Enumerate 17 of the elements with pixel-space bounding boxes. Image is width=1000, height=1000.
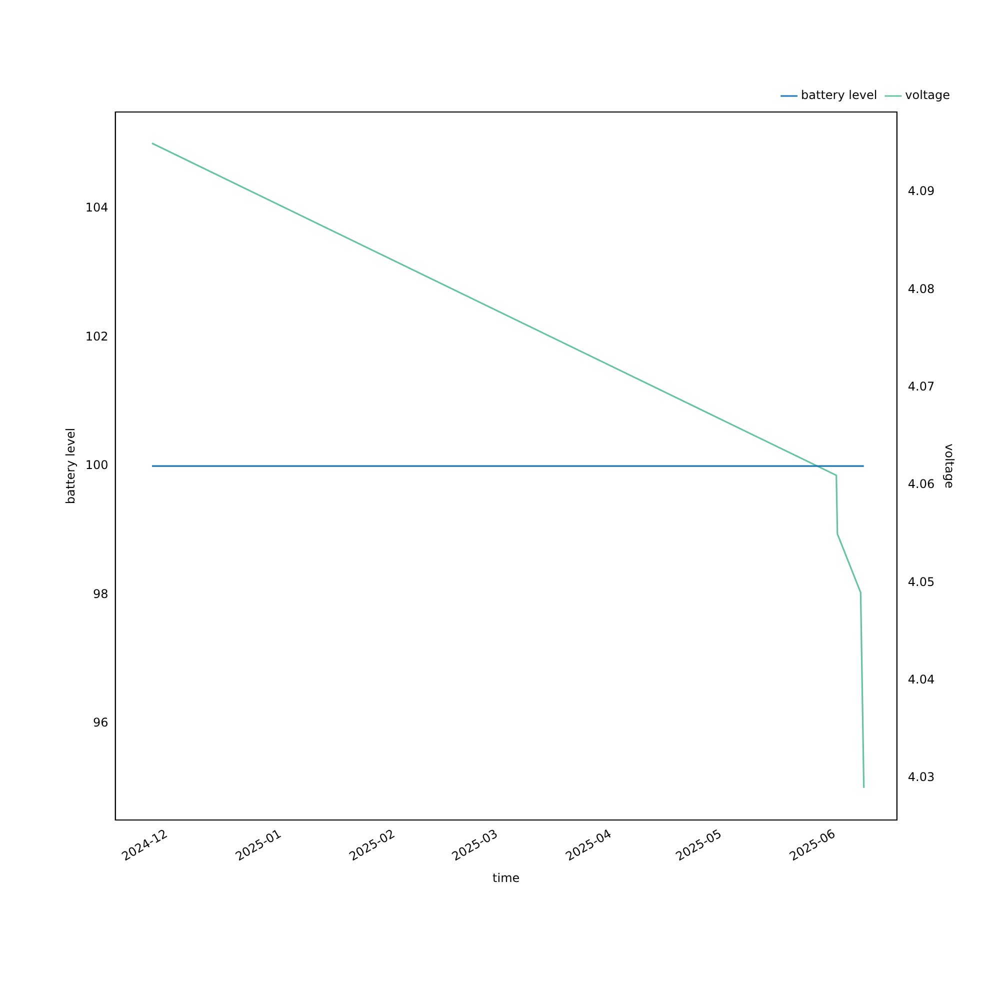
y-tick-label: 100	[85, 458, 108, 472]
y2-tick-label: 4.06	[908, 477, 935, 492]
y2-tick-label: 4.05	[908, 574, 935, 589]
legend-label: voltage	[905, 88, 950, 102]
y2-tick-label: 4.04	[908, 672, 935, 687]
y2-axis-title: voltage	[942, 444, 957, 488]
y2-tick-label: 4.09	[908, 184, 935, 198]
legend-label: battery level	[801, 88, 878, 102]
y-axis-title: battery level	[63, 428, 78, 504]
y-tick-label: 96	[93, 716, 108, 730]
y-tick-label: 102	[85, 329, 108, 344]
y-tick-label: 98	[93, 586, 108, 601]
y2-tick-label: 4.03	[908, 770, 935, 784]
y2-tick-label: 4.07	[908, 380, 935, 394]
y2-tick-label: 4.08	[908, 282, 935, 296]
x-axis-title: time	[492, 870, 520, 885]
y-tick-label: 104	[85, 200, 108, 215]
